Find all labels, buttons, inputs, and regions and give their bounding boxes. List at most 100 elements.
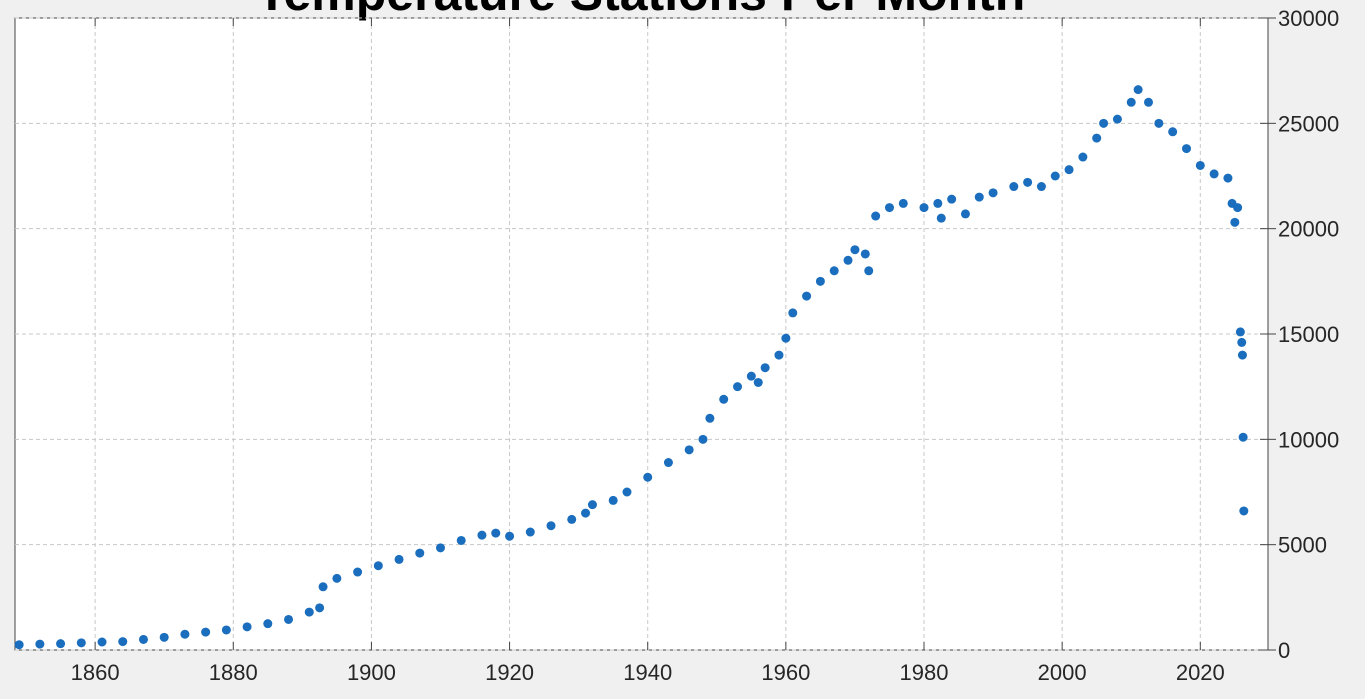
x-tick-label: 2000 (1038, 660, 1087, 685)
point (919, 203, 929, 213)
point (1233, 203, 1243, 213)
x-tick-label: 1900 (347, 660, 396, 685)
point (684, 445, 694, 455)
point (263, 619, 273, 629)
point (974, 192, 984, 202)
point (221, 625, 231, 635)
x-tick-label: 1880 (209, 660, 258, 685)
point (14, 640, 24, 650)
point (242, 622, 252, 632)
point (35, 639, 45, 649)
point (1237, 350, 1247, 360)
point (159, 632, 169, 642)
point (760, 363, 770, 373)
point (435, 543, 445, 553)
point (118, 637, 128, 647)
point (56, 639, 66, 649)
point (76, 638, 86, 648)
point (1168, 127, 1178, 137)
point (864, 266, 874, 276)
point (1239, 506, 1249, 516)
point (353, 567, 363, 577)
point (525, 527, 535, 537)
y-tick-label: 0 (1278, 638, 1290, 663)
point (936, 213, 946, 223)
point (843, 255, 853, 265)
point (608, 495, 618, 505)
point (318, 582, 328, 592)
point (1009, 182, 1019, 192)
point (1144, 97, 1154, 107)
point (1154, 118, 1164, 128)
point (1023, 177, 1033, 187)
point (884, 203, 894, 213)
point (719, 394, 729, 404)
y-tick-label: 20000 (1278, 217, 1339, 242)
point (284, 614, 294, 624)
point (788, 308, 798, 318)
point (1230, 217, 1240, 227)
point (988, 188, 998, 198)
point (394, 554, 404, 564)
point (1195, 160, 1205, 170)
point (304, 607, 314, 617)
point (1064, 165, 1074, 175)
point (546, 521, 556, 531)
point (1223, 173, 1233, 183)
point (1036, 182, 1046, 192)
point (201, 627, 211, 637)
x-tick-label: 2020 (1176, 660, 1225, 685)
point (933, 198, 943, 208)
x-tick-label: 1960 (761, 660, 810, 685)
point (373, 561, 383, 571)
point (871, 211, 881, 221)
point (1050, 171, 1060, 181)
point (1181, 144, 1191, 154)
point (587, 500, 597, 510)
point (315, 603, 325, 613)
point (781, 333, 791, 343)
point (581, 508, 591, 518)
point (1078, 152, 1088, 162)
y-tick-label: 15000 (1278, 322, 1339, 347)
point (850, 245, 860, 255)
point (829, 266, 839, 276)
point (491, 528, 501, 538)
point (505, 531, 515, 541)
y-tick-label: 5000 (1278, 533, 1327, 558)
point (138, 634, 148, 644)
point (180, 629, 190, 639)
point (1126, 97, 1136, 107)
point (753, 377, 763, 387)
x-tick-label: 1980 (900, 660, 949, 685)
point (733, 382, 743, 392)
y-tick-label: 30000 (1278, 6, 1339, 31)
point (1133, 85, 1143, 95)
point (698, 434, 708, 444)
point (332, 573, 342, 583)
point (1099, 118, 1109, 128)
point (947, 194, 957, 204)
point (477, 530, 487, 540)
point (456, 535, 466, 545)
point (898, 198, 908, 208)
point (415, 548, 425, 558)
x-tick-label: 1920 (485, 660, 534, 685)
point (1112, 114, 1122, 124)
x-tick-label: 1940 (623, 660, 672, 685)
point (1237, 337, 1247, 347)
point (746, 371, 756, 381)
point (567, 514, 577, 524)
x-tick-label: 1860 (71, 660, 120, 685)
point (1238, 432, 1248, 442)
point (643, 472, 653, 482)
point (802, 291, 812, 301)
point (1092, 133, 1102, 143)
point (1235, 327, 1245, 337)
point (774, 350, 784, 360)
point (622, 487, 632, 497)
point (705, 413, 715, 423)
point (860, 249, 870, 259)
point (663, 458, 673, 468)
